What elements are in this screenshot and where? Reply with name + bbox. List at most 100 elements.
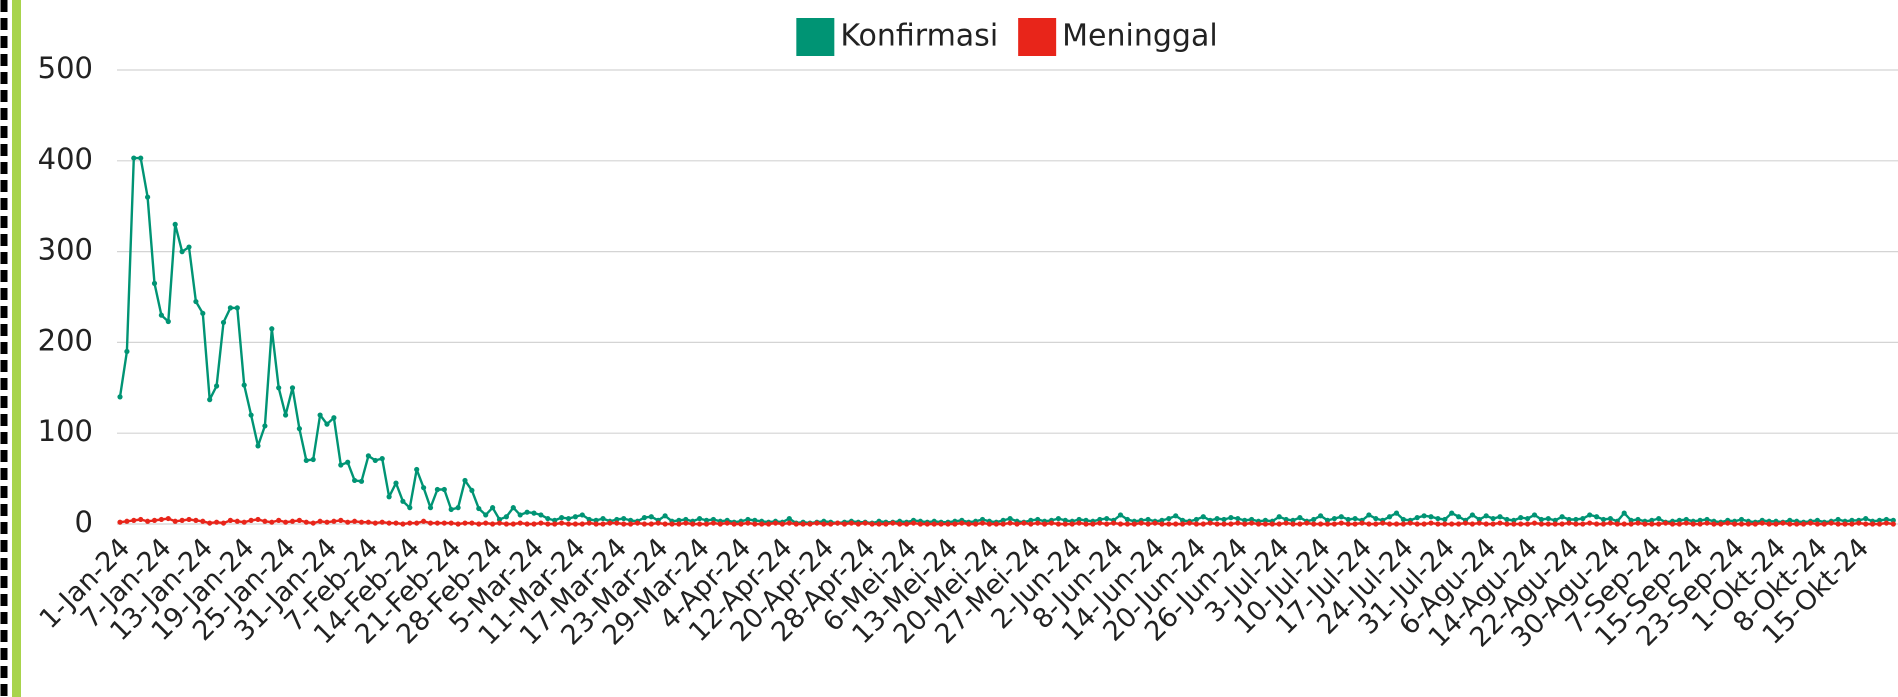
data-point	[1055, 521, 1061, 527]
data-point	[634, 520, 641, 526]
data-point	[1738, 516, 1745, 523]
y-tick-label: 100	[38, 414, 93, 448]
data-point	[151, 517, 158, 523]
data-point	[1683, 520, 1689, 526]
data-point	[1794, 521, 1800, 527]
data-point	[1407, 520, 1413, 526]
data-point	[1007, 520, 1013, 526]
data-point	[1159, 517, 1165, 523]
data-point	[835, 520, 841, 526]
data-point	[262, 423, 268, 429]
data-point	[952, 521, 958, 527]
data-point	[1373, 521, 1379, 527]
data-point	[1766, 521, 1772, 527]
data-point	[1718, 521, 1724, 527]
data-point	[283, 519, 289, 525]
data-point	[1373, 515, 1379, 522]
y-tick-label: 0	[75, 505, 93, 539]
data-point	[979, 516, 986, 523]
data-point	[890, 520, 896, 526]
data-point	[876, 521, 882, 527]
data-point	[1228, 521, 1234, 527]
data-point	[1345, 521, 1351, 527]
data-point	[655, 520, 661, 526]
data-point	[1000, 517, 1006, 523]
data-point	[379, 519, 385, 525]
data-point	[200, 310, 206, 316]
data-point	[1552, 517, 1558, 523]
data-point	[303, 457, 309, 464]
data-point	[1193, 516, 1199, 523]
data-point	[572, 514, 579, 520]
data-point	[462, 477, 468, 484]
data-point	[814, 520, 820, 526]
data-point	[1421, 513, 1427, 519]
data-point	[1145, 516, 1151, 523]
data-point	[1062, 517, 1068, 523]
data-point	[1621, 521, 1627, 527]
data-point	[145, 194, 151, 200]
data-point	[662, 513, 668, 519]
data-point	[151, 280, 158, 286]
data-point	[1352, 521, 1358, 527]
data-point	[352, 518, 358, 524]
data-point	[614, 516, 620, 523]
data-point	[800, 521, 806, 527]
data-point	[1725, 520, 1731, 526]
data-point	[1469, 521, 1475, 527]
data-point	[648, 514, 654, 520]
data-point	[1835, 516, 1841, 523]
data-point	[1538, 516, 1544, 523]
data-point	[427, 520, 434, 526]
data-point	[807, 521, 813, 527]
data-point	[496, 520, 503, 526]
data-point	[1656, 521, 1662, 527]
data-point	[379, 456, 385, 462]
data-point	[1104, 521, 1110, 527]
data-point	[959, 520, 965, 526]
data-point	[1262, 521, 1268, 527]
data-point	[600, 521, 606, 527]
data-point	[186, 244, 192, 250]
data-point	[421, 485, 427, 491]
data-point	[1131, 521, 1137, 527]
data-point	[1124, 521, 1130, 527]
data-point	[1642, 521, 1648, 527]
data-point	[1318, 521, 1324, 527]
data-point	[1649, 517, 1655, 523]
data-point	[1228, 515, 1234, 521]
data-point	[145, 518, 151, 524]
data-point	[317, 518, 323, 524]
data-point	[1249, 516, 1255, 523]
data-point	[717, 521, 723, 527]
data-point	[1504, 521, 1510, 527]
data-point	[1883, 520, 1889, 526]
data-point	[1890, 517, 1896, 523]
data-point	[1676, 517, 1682, 523]
data-point	[1469, 512, 1475, 518]
data-point	[1186, 520, 1193, 526]
frame-bar	[12, 0, 21, 697]
data-point	[317, 412, 323, 418]
data-point	[552, 521, 558, 527]
data-point	[924, 521, 930, 527]
data-point	[1097, 516, 1103, 523]
data-point	[296, 426, 302, 432]
data-point	[1021, 520, 1027, 526]
data-point	[510, 505, 516, 511]
data-point	[1870, 521, 1876, 527]
data-point	[386, 520, 392, 526]
data-point	[490, 521, 496, 527]
data-point	[648, 521, 654, 527]
data-point	[607, 520, 613, 526]
data-point	[1035, 516, 1041, 523]
data-point	[296, 517, 302, 523]
data-point	[289, 518, 296, 524]
data-point	[1697, 521, 1703, 527]
data-point	[1552, 521, 1558, 527]
data-point	[358, 519, 365, 525]
data-point	[1711, 521, 1717, 527]
data-point	[455, 505, 461, 511]
data-point	[662, 521, 668, 527]
